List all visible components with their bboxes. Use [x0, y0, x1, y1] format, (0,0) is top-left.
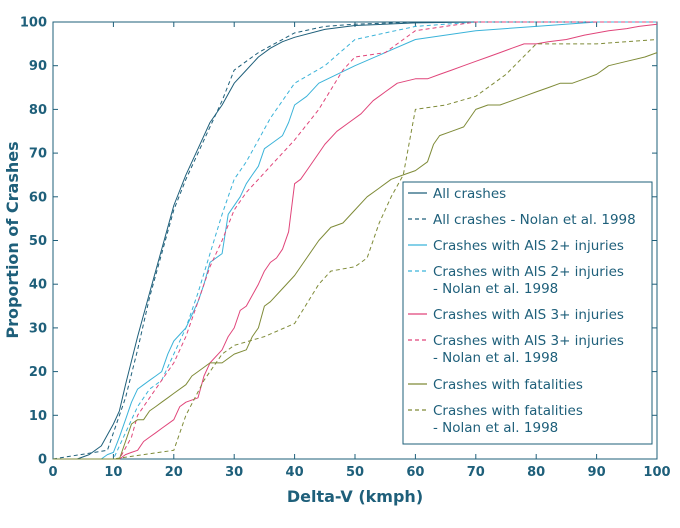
x-tick-label: 90	[588, 465, 606, 480]
x-tick-label: 70	[467, 465, 485, 480]
legend: All crashes All crashes - Nolan et al. 19…	[402, 181, 653, 445]
y-tick-label: 70	[29, 147, 47, 162]
x-tick-label: 60	[406, 465, 424, 480]
series-line-5	[53, 21, 657, 460]
legend-label: Crashes with AIS 2+ injuries	[433, 264, 624, 280]
y-tick-label: 50	[29, 234, 47, 249]
x-tick-label: 40	[286, 465, 304, 480]
legend-label: Crashes with fatalities	[433, 403, 583, 419]
y-tick-label: 20	[29, 365, 47, 380]
series-line-0	[53, 21, 657, 460]
legend-label-continued: - Nolan et al. 1998	[433, 420, 558, 436]
y-tick-label: 60	[29, 190, 47, 205]
x-tick-label: 0	[48, 465, 57, 480]
y-tick-label: 100	[20, 16, 47, 31]
x-tick-label: 100	[643, 465, 670, 480]
series-line-1	[52, 21, 657, 460]
legend-label: All crashes - Nolan et al. 1998	[433, 212, 636, 228]
legend-label: Crashes with AIS 2+ injuries	[433, 238, 624, 254]
x-axis-title: Delta-V (kmph)	[287, 487, 423, 506]
legend-label-continued: - Nolan et al. 1998	[433, 350, 558, 366]
x-tick-label: 30	[225, 465, 243, 480]
series-layer	[52, 21, 658, 460]
x-tick-label: 80	[527, 465, 545, 480]
x-tick-label: 20	[165, 465, 183, 480]
y-tick-label: 90	[29, 59, 47, 74]
x-tick-label: 50	[346, 465, 364, 480]
y-tick-label: 80	[29, 103, 47, 118]
legend-label: Crashes with fatalities	[433, 377, 583, 393]
y-axis-title: Proportion of Crashes	[3, 141, 22, 338]
y-axis-ticks: 0 10 20 30 40 50 60 70 80 90 100	[20, 16, 657, 468]
legend-box	[402, 181, 653, 445]
series-line-4	[53, 23, 658, 460]
x-tick-label: 10	[104, 465, 122, 480]
y-tick-label: 10	[29, 409, 47, 424]
y-tick-label: 30	[29, 321, 47, 336]
series-line-3	[53, 21, 657, 460]
legend-label-continued: - Nolan et al. 1998	[433, 281, 558, 297]
series-line-7	[53, 39, 658, 460]
y-tick-label: 0	[38, 453, 47, 468]
legend-label: Crashes with AIS 3+ injuries	[433, 307, 624, 323]
y-tick-label: 40	[29, 278, 47, 293]
x-axis-ticks: 0 10 20 30 40 50 60 70 80 90 100	[48, 22, 671, 480]
legend-label: All crashes	[433, 186, 506, 202]
series-line-6	[53, 52, 658, 460]
legend-label: Crashes with AIS 3+ injuries	[433, 333, 624, 349]
series-line-2	[53, 21, 657, 460]
